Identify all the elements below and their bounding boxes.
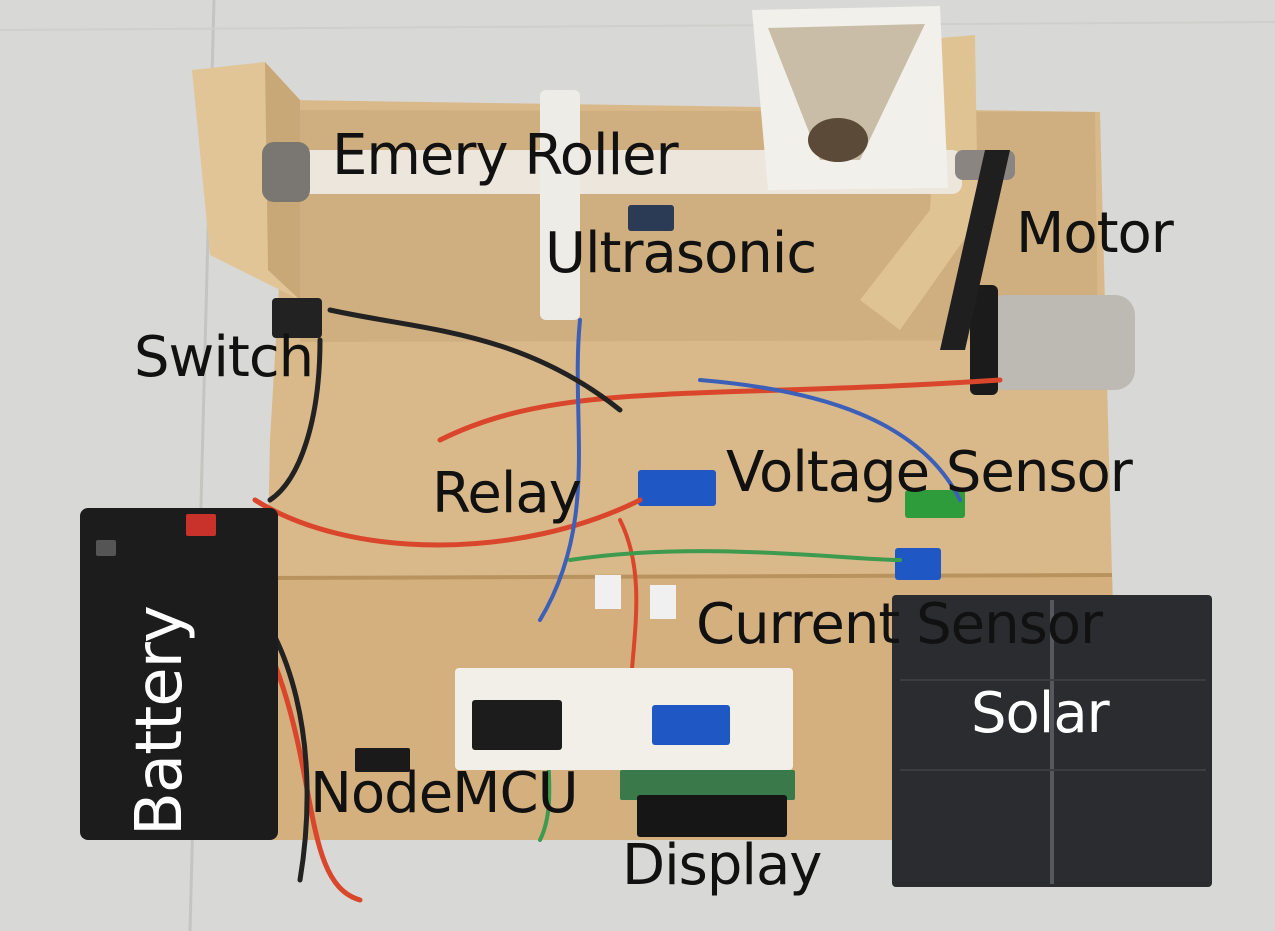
- label-nodemcu: NodeMCU: [310, 761, 579, 826]
- board-seam: [261, 573, 1113, 580]
- label-motor: Motor: [1016, 201, 1174, 266]
- label-battery: Battery: [123, 606, 197, 836]
- label-voltage-sensor: Voltage Sensor: [726, 440, 1133, 505]
- wires: [207, 307, 1003, 903]
- motor-belt: [940, 150, 1010, 350]
- wire-black: [327, 307, 623, 413]
- emery-roller-end: [262, 142, 310, 202]
- label-display: Display: [622, 833, 822, 898]
- label-solar: Solar: [971, 681, 1110, 746]
- ultrasonic-sensor: [628, 205, 674, 231]
- segment-display: [355, 748, 410, 772]
- nodemcu-board: [472, 700, 562, 750]
- wire-red: [437, 377, 1003, 443]
- wire-red: [252, 497, 643, 548]
- regulator-2: [650, 585, 676, 619]
- label-ultrasonic: Ultrasonic: [545, 221, 817, 286]
- tile-seam: [0, 21, 1275, 31]
- battery-terminal-red: [186, 514, 216, 536]
- hopper: [752, 6, 948, 190]
- pipe-post: [540, 90, 580, 320]
- right-support: [860, 35, 978, 330]
- arduino-nano-board: [652, 705, 730, 745]
- switch-box: [272, 298, 322, 338]
- motor-body: [985, 295, 1135, 390]
- current-sensor-module: [895, 548, 941, 580]
- voltage-sensor-module: [905, 490, 965, 518]
- label-emery-roller: Emery Roller: [332, 123, 679, 188]
- lcd-pcb: [620, 770, 795, 800]
- relay-module: [638, 470, 716, 506]
- motor-plate: [970, 285, 998, 395]
- label-switch: Switch: [134, 325, 314, 390]
- lcd-display-icon: [620, 770, 795, 837]
- wire-green: [568, 549, 902, 562]
- label-relay: Relay: [432, 461, 582, 526]
- hopper-inside: [768, 24, 925, 160]
- battery-icon: [80, 508, 278, 840]
- battery-body: [80, 508, 278, 840]
- lcd-screen: [637, 795, 787, 837]
- wire-black: [267, 337, 323, 503]
- label-current-sensor: Current Sensor: [696, 592, 1103, 657]
- motor-icon: [940, 150, 1135, 395]
- wire-blue: [538, 318, 582, 622]
- solar-panel-icon: [892, 595, 1212, 887]
- wire-blue: [698, 378, 962, 502]
- regulator-1: [595, 575, 621, 609]
- hopper-stain: [808, 118, 868, 162]
- battery-terminal-black: [96, 540, 116, 556]
